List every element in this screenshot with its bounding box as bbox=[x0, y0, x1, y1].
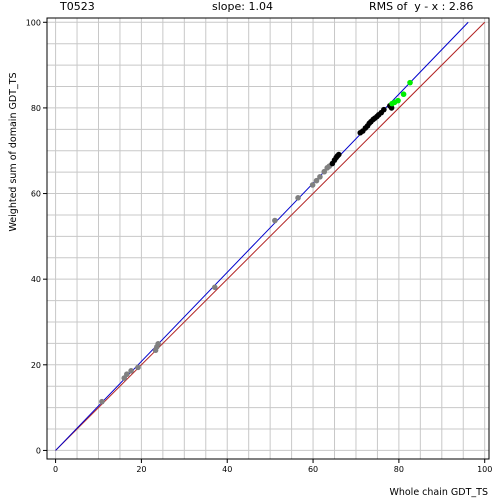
data-point bbox=[321, 168, 328, 175]
y-tick-label: 40 bbox=[31, 275, 41, 284]
x-tick-label: 60 bbox=[308, 465, 318, 474]
grid bbox=[47, 18, 489, 459]
data-point bbox=[400, 91, 407, 98]
x-axis-label: Whole chain GDT_TS bbox=[389, 487, 488, 498]
data-point bbox=[295, 195, 301, 201]
x-tick-label: 80 bbox=[394, 465, 404, 474]
plot-frame bbox=[46, 17, 490, 460]
data-point bbox=[336, 151, 342, 158]
data-point bbox=[309, 182, 316, 188]
y-tick-label: 100 bbox=[26, 18, 41, 27]
data-point bbox=[155, 341, 161, 347]
ticks: 0 20 40 60 80 100 0 20 40 60 80 100 bbox=[26, 18, 493, 474]
data-point bbox=[99, 398, 105, 405]
data-point bbox=[313, 177, 320, 184]
data-points bbox=[99, 79, 413, 405]
identity-line bbox=[55, 21, 486, 451]
data-point bbox=[407, 79, 413, 86]
data-point bbox=[388, 105, 395, 111]
rms-label: RMS of y - x : 2.86 bbox=[369, 0, 474, 13]
data-point bbox=[124, 371, 130, 378]
x-tick-label: 100 bbox=[477, 465, 492, 474]
data-point bbox=[381, 106, 387, 113]
data-point bbox=[395, 97, 401, 104]
y-tick-label: 20 bbox=[31, 361, 41, 370]
x-tick-label: 20 bbox=[136, 465, 146, 474]
data-point bbox=[272, 217, 278, 224]
y-tick-label: 60 bbox=[31, 190, 41, 199]
y-tick-label: 0 bbox=[36, 446, 41, 455]
data-point bbox=[135, 364, 141, 371]
y-axis-label: Weighted sum of domain GDT_TS bbox=[8, 72, 19, 231]
data-point bbox=[317, 174, 323, 180]
x-tick-label: 40 bbox=[222, 465, 232, 474]
y-tick-label: 80 bbox=[31, 104, 41, 113]
data-point bbox=[128, 368, 134, 374]
data-point bbox=[211, 284, 218, 291]
target-label: T0523 bbox=[60, 0, 95, 13]
slope-label: slope: 1.04 bbox=[212, 0, 273, 13]
x-tick-label: 0 bbox=[53, 465, 58, 474]
